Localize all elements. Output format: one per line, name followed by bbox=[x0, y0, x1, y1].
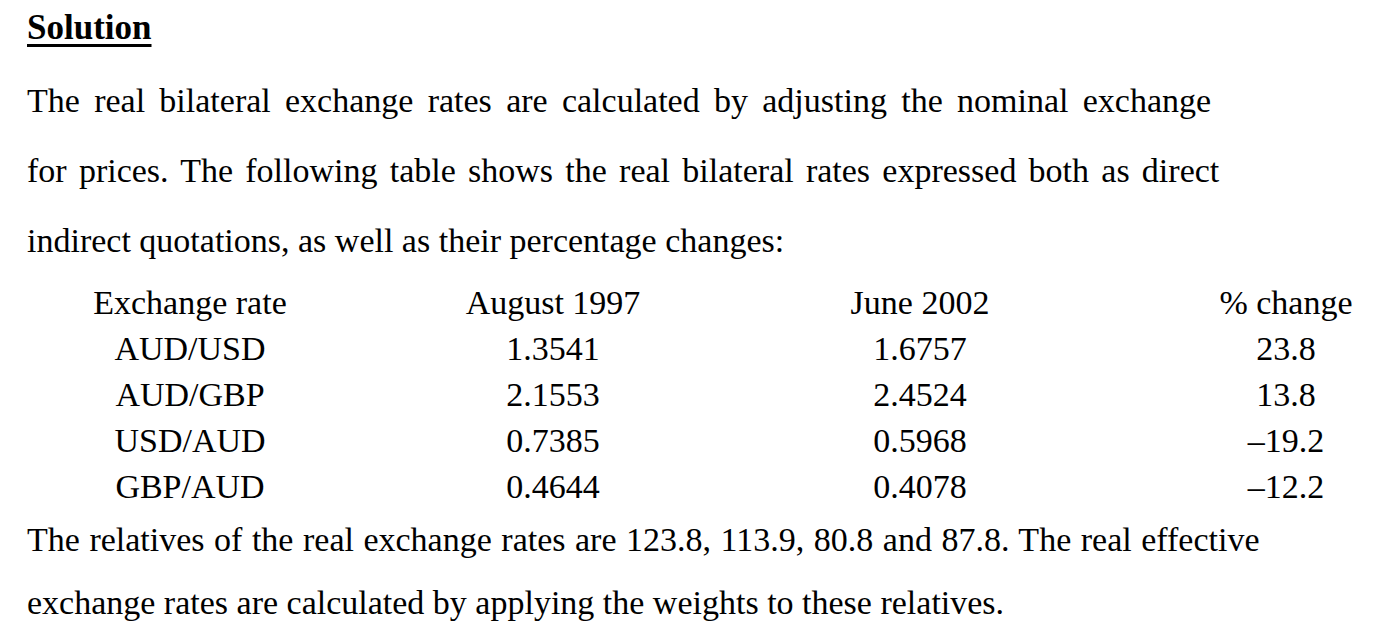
intro-paragraph-line-3: indirect quotations, as well as their pe… bbox=[27, 206, 1380, 276]
table-cell-jun02: 1.6757 bbox=[753, 326, 1087, 372]
table-cell-pair: AUD/USD bbox=[27, 326, 353, 372]
table-cell-jun02: 0.5968 bbox=[753, 418, 1087, 464]
exchange-rate-table: Exchange rate August 1997 June 2002 % ch… bbox=[27, 280, 1380, 510]
table-cell-pair: AUD/GBP bbox=[27, 372, 353, 418]
solution-heading: Solution bbox=[27, 8, 152, 48]
intro-paragraph-line-2: for prices. The following table shows th… bbox=[27, 136, 1380, 206]
table-cell-aug97: 0.7385 bbox=[353, 418, 753, 464]
closing-paragraph: The relatives of the real exchange rates… bbox=[27, 508, 1380, 634]
intro-paragraph-line-1: The real bilateral exchange rates are ca… bbox=[27, 66, 1380, 136]
table-cell-aug97: 2.1553 bbox=[353, 372, 753, 418]
table-cell-change: 13.8 bbox=[1087, 372, 1380, 418]
table-header-pct-change: % change bbox=[1087, 280, 1380, 326]
table-header-june-2002: June 2002 bbox=[753, 280, 1087, 326]
intro-paragraph: The real bilateral exchange rates are ca… bbox=[27, 66, 1380, 276]
table-header-august-1997: August 1997 bbox=[353, 280, 753, 326]
table-header-exchange-rate: Exchange rate bbox=[27, 280, 353, 326]
table-cell-pair: USD/AUD bbox=[27, 418, 353, 464]
table-cell-jun02: 0.4078 bbox=[753, 464, 1087, 510]
table-cell-aug97: 1.3541 bbox=[353, 326, 753, 372]
table-cell-pair: GBP/AUD bbox=[27, 464, 353, 510]
table-cell-change: 23.8 bbox=[1087, 326, 1380, 372]
table-cell-aug97: 0.4644 bbox=[353, 464, 753, 510]
table-cell-change: –12.2 bbox=[1087, 464, 1380, 510]
table-cell-jun02: 2.4524 bbox=[753, 372, 1087, 418]
closing-paragraph-line-1: The relatives of the real exchange rates… bbox=[27, 508, 1380, 571]
closing-paragraph-line-2: exchange rates are calculated by applyin… bbox=[27, 571, 1380, 634]
table-cell-change: –19.2 bbox=[1087, 418, 1380, 464]
